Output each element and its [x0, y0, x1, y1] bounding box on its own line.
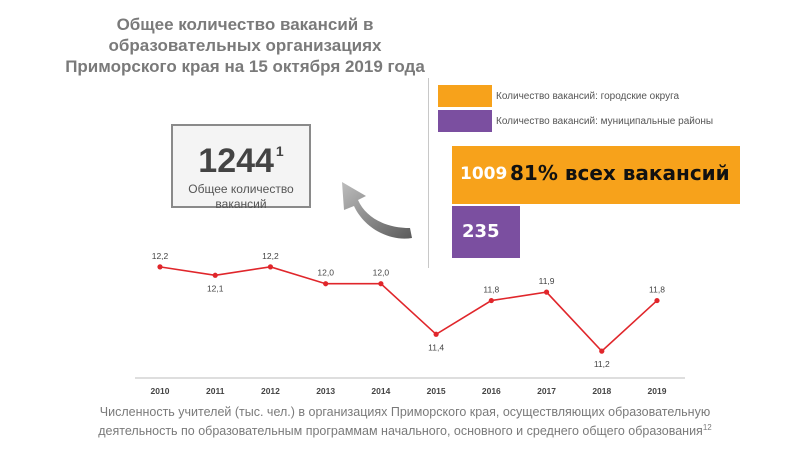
legend-item-rural: Количество вакансий: муниципальные район… [438, 110, 713, 132]
data-point [157, 264, 163, 270]
total-vacancies-box: 1244 1 Общее количество вакансий [171, 124, 311, 211]
data-point [599, 348, 605, 354]
data-label: 12,0 [373, 268, 390, 278]
chart-caption: Численность учителей (тыс. чел.) в орган… [60, 404, 750, 439]
data-label: 12,2 [262, 251, 279, 261]
data-point [654, 297, 660, 304]
data-label: 12,1 [207, 283, 224, 293]
x-tick-label: 2017 [537, 386, 556, 396]
data-label: 11,2 [594, 359, 610, 369]
legend-item-urban: Количество вакансий: городские округа [438, 85, 679, 107]
series-line [159, 266, 658, 353]
total-footnote: 1 [275, 143, 284, 159]
teachers-line-chart: 12,2 12,1 12,2 12,0 12,0 11,4 11,8 11,9 11,2 11,8… [135, 251, 685, 396]
legend-swatch-rural [438, 110, 492, 132]
total-number: 1244 [198, 142, 274, 180]
bar-urban: 1009 81% всех вакансий [452, 146, 740, 204]
data-label: 11,8 [649, 285, 665, 295]
data-label: 11,4 [428, 342, 444, 352]
x-tick-label: 2014 [371, 386, 390, 396]
data-label: 11,9 [539, 276, 555, 286]
bar-urban-value: 1009 [460, 164, 508, 184]
x-tick-label: 2018 [592, 386, 611, 396]
x-tick-label: 2016 [482, 386, 501, 396]
curved-arrow-icon [342, 182, 412, 239]
page-title: Общее количество вакансий в образователь… [65, 15, 425, 76]
data-point [543, 289, 550, 295]
caption-text: Численность учителей (тыс. чел.) в орган… [98, 405, 711, 439]
data-point [433, 331, 439, 337]
x-tick-label: 2012 [261, 386, 280, 396]
caption-footnote: 12 [702, 423, 712, 432]
legend-swatch-urban [438, 85, 492, 107]
data-point [212, 272, 218, 278]
x-tick-label: 2013 [316, 386, 335, 396]
x-tick-label: 2019 [648, 386, 667, 396]
legend-label-urban: Количество вакансий: городские округа [496, 90, 680, 102]
data-point [267, 264, 274, 270]
legend-label-rural: Количество вакансий: муниципальные район… [496, 115, 714, 127]
data-point [488, 297, 494, 304]
bar-urban-share: 81% всех вакансий [510, 161, 730, 185]
data-label: 12,0 [317, 268, 334, 278]
total-vacancies-value: 1244 1 [173, 132, 309, 180]
x-tick-label: 2015 [427, 386, 446, 396]
total-vacancies-label: Общее количество вакансий [188, 182, 294, 211]
bar-rural-value: 235 [462, 221, 500, 242]
data-label: 12,2 [152, 251, 169, 261]
data-point [323, 281, 329, 287]
x-tick-label: 2010 [151, 386, 170, 396]
divider-line [428, 78, 429, 268]
bar-rural: 235 [452, 206, 520, 258]
data-label: 11,8 [483, 285, 499, 295]
x-tick-label: 2011 [206, 386, 225, 396]
data-point [378, 281, 384, 287]
